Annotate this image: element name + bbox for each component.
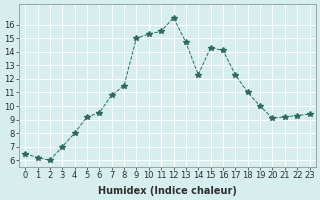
X-axis label: Humidex (Indice chaleur): Humidex (Indice chaleur) (98, 186, 237, 196)
